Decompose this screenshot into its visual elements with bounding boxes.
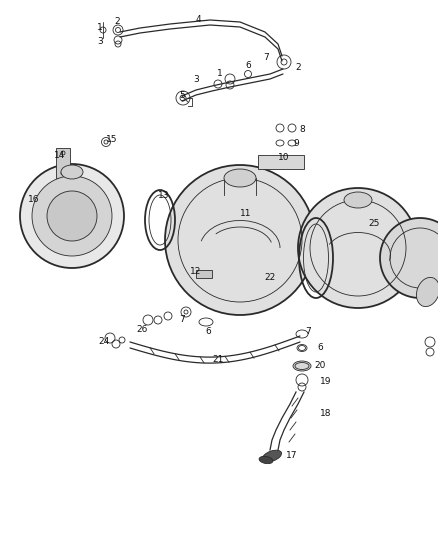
Text: 24: 24 [99,337,110,346]
Text: 13: 13 [158,190,170,199]
Text: 17: 17 [286,451,298,461]
Text: 7: 7 [305,327,311,336]
Ellipse shape [262,450,282,462]
Text: 1: 1 [97,23,103,33]
Text: 26: 26 [136,326,148,335]
Text: 3: 3 [97,37,103,46]
Text: 14: 14 [54,151,66,160]
Circle shape [380,218,438,298]
Text: 12: 12 [191,268,201,277]
Text: 19: 19 [320,377,332,386]
Text: 10: 10 [278,154,290,163]
Text: 2: 2 [295,63,301,72]
Text: 4: 4 [195,15,201,25]
FancyBboxPatch shape [258,155,304,169]
Text: 5: 5 [179,92,185,101]
Text: 3: 3 [193,76,199,85]
Ellipse shape [224,169,256,187]
Ellipse shape [293,361,311,371]
Text: 20: 20 [314,361,326,370]
Circle shape [20,164,124,268]
Ellipse shape [417,277,438,306]
Text: 21: 21 [212,356,224,365]
FancyBboxPatch shape [196,270,212,278]
Text: 11: 11 [240,209,252,219]
Text: 22: 22 [265,273,276,282]
Text: 6: 6 [317,343,323,352]
Text: 25: 25 [368,220,380,229]
Text: 6: 6 [245,61,251,70]
Circle shape [298,188,418,308]
Text: 8: 8 [299,125,305,134]
Text: 7: 7 [179,316,185,325]
Text: 2: 2 [114,18,120,27]
Text: 15: 15 [106,135,118,144]
Ellipse shape [61,165,83,179]
Ellipse shape [344,192,372,208]
Circle shape [32,176,112,256]
Text: 7: 7 [263,53,269,62]
Text: 1: 1 [217,69,223,77]
Text: 9: 9 [293,140,299,149]
Circle shape [47,191,97,241]
Text: 6: 6 [205,327,211,336]
Ellipse shape [259,456,273,464]
FancyBboxPatch shape [56,148,70,178]
Text: 16: 16 [28,196,40,205]
Circle shape [165,165,315,315]
Text: 18: 18 [320,409,332,418]
